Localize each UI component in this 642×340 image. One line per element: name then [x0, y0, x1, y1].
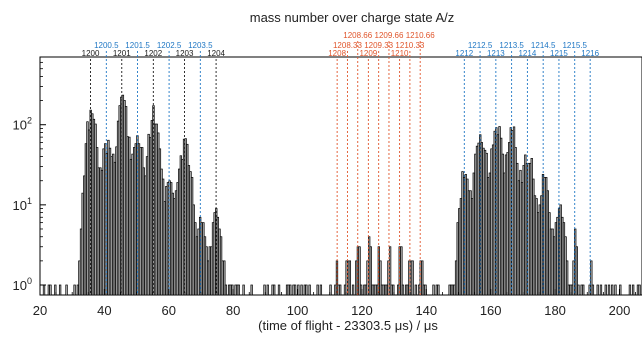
histogram-bar — [432, 284, 435, 296]
histogram-bar — [565, 260, 569, 296]
marker-label: 1208.66 — [343, 31, 372, 40]
histogram-bar — [414, 284, 418, 296]
marker-lines: 12001200.512011201.512021202.512031203.5… — [82, 31, 600, 295]
histogram-bar — [54, 284, 57, 296]
histogram-bar — [392, 284, 395, 296]
marker-label: 1215 — [550, 49, 568, 58]
marker-label: 1209.33 — [364, 41, 393, 50]
marker-label: 1210 — [391, 49, 409, 58]
histogram-bar — [293, 284, 297, 296]
marker-label: 1213.5 — [499, 41, 524, 50]
histogram-bar — [596, 284, 599, 296]
histogram-bar — [351, 284, 355, 296]
histogram-bar — [224, 284, 228, 296]
histogram-bar — [339, 284, 342, 296]
histogram-bar — [263, 284, 266, 296]
histogram-bar — [411, 260, 414, 296]
marker-label: 1214 — [518, 49, 536, 58]
histogram-bar — [65, 284, 68, 296]
histogram-bar — [369, 246, 372, 296]
histogram-bar — [582, 284, 585, 296]
histogram-bar — [590, 260, 593, 296]
y-tick-label: 101 — [13, 196, 32, 213]
histogram-bar — [437, 284, 440, 296]
histogram-bar — [300, 284, 303, 296]
histogram-bar — [308, 284, 311, 296]
marker-label: 1204 — [207, 49, 225, 58]
histogram-bar — [379, 260, 382, 296]
histogram-bar — [73, 284, 76, 296]
x-tick-label: 40 — [97, 303, 111, 318]
histogram-bar — [250, 284, 253, 296]
histogram-bar — [329, 284, 332, 296]
histogram-bar — [604, 284, 607, 296]
histogram-bar — [611, 284, 614, 296]
x-tick-label: 80 — [226, 303, 240, 318]
marker-label: 1215.5 — [562, 41, 587, 50]
x-tick-label: 180 — [544, 303, 566, 318]
histogram-bar — [599, 284, 603, 296]
histogram-bar — [628, 284, 632, 296]
histogram-bar — [591, 284, 595, 296]
x-axis-label: (time of flight - 23303.5 μs) / μs — [258, 318, 438, 333]
histogram-bar — [638, 284, 641, 296]
marker-label: 1203 — [176, 49, 194, 58]
histogram-bar — [421, 260, 424, 296]
marker-label: 1201 — [113, 49, 131, 58]
histogram-bar — [631, 284, 635, 296]
histogram-bar — [266, 284, 269, 296]
marker-label: 1210.66 — [406, 31, 435, 40]
marker-label: 1210.33 — [395, 41, 424, 50]
histogram-bar — [237, 284, 240, 296]
histogram-bar — [319, 284, 323, 296]
x-tick-label: 20 — [33, 303, 47, 318]
histogram-bar — [607, 284, 611, 296]
y-tick-label: 102 — [13, 116, 32, 133]
marker-label: 1200 — [82, 49, 100, 58]
marker-label: 1214.5 — [531, 41, 556, 50]
histogram-bar — [358, 246, 361, 296]
histogram-bar — [305, 284, 308, 296]
marker-label: 1203.5 — [188, 41, 213, 50]
x-tick-label: 140 — [415, 303, 437, 318]
histogram-bar — [316, 284, 319, 296]
marker-label: 1208 — [328, 49, 346, 58]
histogram-bar — [614, 284, 617, 296]
marker-label: 1212.5 — [468, 41, 493, 50]
histogram-bar — [242, 284, 245, 296]
histogram-bar — [223, 260, 226, 296]
marker-label: 1209 — [359, 49, 377, 58]
chart-title: mass number over charge state A/z — [250, 10, 454, 25]
x-tick-label: 100 — [287, 303, 309, 318]
x-tick-label: 120 — [351, 303, 373, 318]
x-tick-label: 200 — [609, 303, 631, 318]
histogram-bar — [400, 246, 403, 296]
histogram-bar — [289, 284, 292, 296]
axes: 20 40 60 80 100 120 140 160 180 200 100 101 102 — [13, 56, 636, 318]
marker-label: 1212 — [455, 49, 473, 58]
histogram-bar — [577, 284, 580, 296]
marker-label: 1209.66 — [375, 31, 404, 40]
x-tick-label: 160 — [480, 303, 502, 318]
histogram-bar — [58, 284, 62, 296]
y-tick-label: 100 — [13, 276, 32, 293]
x-tick-label: 60 — [162, 303, 176, 318]
histogram-bars — [42, 94, 641, 296]
histogram-bar — [42, 284, 46, 296]
marker-label: 1200.5 — [94, 41, 119, 50]
marker-label: 1202.5 — [157, 41, 182, 50]
histogram-bar — [277, 284, 281, 296]
marker-label: 1213 — [487, 49, 505, 58]
histogram-bar — [273, 284, 276, 296]
histogram-bar — [49, 284, 52, 296]
marker-label: 1202 — [144, 49, 162, 58]
marker-label: 1208.33 — [333, 41, 362, 50]
histogram-bar — [575, 246, 578, 296]
marker-label: 1201.5 — [125, 41, 150, 50]
histogram-bar — [348, 260, 352, 296]
histogram-bar — [401, 284, 405, 296]
marker-label: 1216 — [581, 49, 599, 58]
